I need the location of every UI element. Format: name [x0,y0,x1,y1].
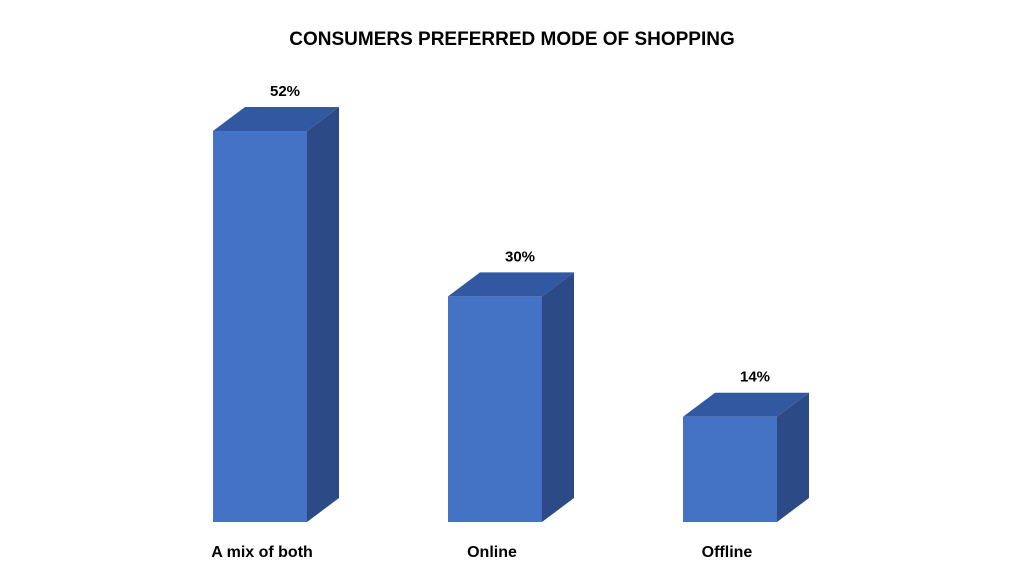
bar [683,416,777,522]
value-label: 14% [740,369,770,386]
value-label: 52% [270,83,300,100]
bar-top [683,392,809,417]
bar-top [213,106,339,131]
bar-side [542,272,574,522]
chart-title: CONSUMERS PREFERRED MODE OF SHOPPING [289,29,735,50]
x-tick-label: Online [467,544,517,561]
x-tick-label: Offline [702,544,753,561]
bar [448,296,542,522]
bar-side [307,106,339,523]
x-tick-label: A mix of both [211,544,313,561]
bar-side [777,392,809,522]
value-label: 30% [505,248,535,265]
bar-top [448,272,574,297]
bar [213,130,307,522]
